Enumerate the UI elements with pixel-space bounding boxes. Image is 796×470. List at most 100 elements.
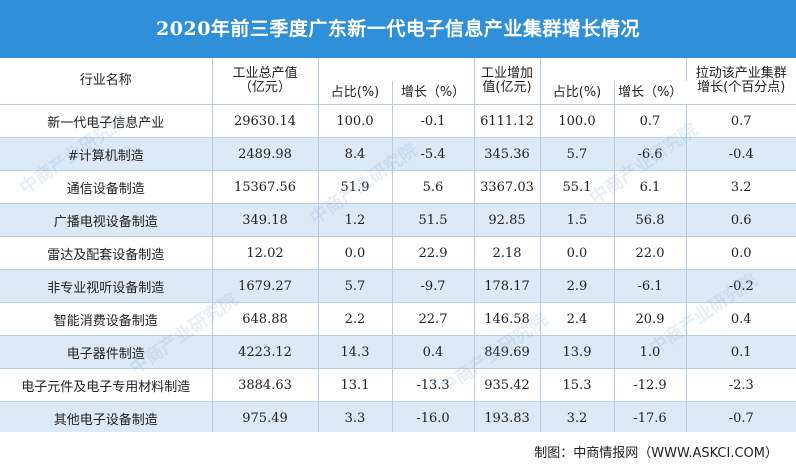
row-growth1: -5.4 (392, 137, 475, 171)
row-name: 智能消费设备制造 (0, 302, 213, 336)
row-share2: 1.5 (540, 203, 615, 237)
row-contrib: 0.1 (686, 335, 796, 369)
header-contribution-line1: 拉动该产业集群 (695, 66, 787, 81)
row-output: 12.02 (212, 236, 319, 270)
row-output: 4223.12 (212, 335, 319, 369)
table-row: 其他电子设备制造 975.49 3.3 -16.0 193.83 3.2 -17… (0, 401, 796, 435)
row-added: 935.42 (474, 368, 541, 402)
row-output: 15367.56 (212, 170, 319, 204)
header-output-value-unit: （亿元） (238, 80, 291, 95)
row-share1: 13.1 (318, 368, 393, 402)
row-contrib: -0.7 (686, 401, 796, 435)
row-share1: 100.0 (318, 104, 393, 138)
header-added-value: 工业增加 值(亿元) (474, 58, 541, 105)
row-output: 3884.63 (212, 368, 319, 402)
row-share2: 0.0 (540, 236, 615, 270)
row-share1: 2.2 (318, 302, 393, 336)
row-growth1: -9.7 (392, 269, 475, 303)
row-share2: 2.4 (540, 302, 615, 336)
header-growth-2: 增长（%） (614, 81, 686, 105)
row-name: 雷达及配套设备制造 (0, 236, 213, 270)
row-added: 193.83 (474, 401, 541, 435)
row-name: 非专业视听设备制造 (0, 269, 213, 303)
row-share2: 15.3 (540, 368, 615, 402)
row-share1: 5.7 (318, 269, 393, 303)
row-output: 349.18 (212, 203, 319, 237)
row-growth1: -16.0 (392, 401, 475, 435)
row-added: 146.58 (474, 302, 541, 336)
row-growth2: 22.0 (614, 236, 687, 270)
table-row: 智能消费设备制造 648.88 2.2 22.7 146.58 2.4 20.9… (0, 302, 796, 336)
row-contrib: -0.2 (686, 269, 796, 303)
row-added: 6111.12 (474, 104, 541, 138)
row-share2: 5.7 (540, 137, 615, 171)
header-contribution: 拉动该产业集群 增长(个百分点) (686, 58, 796, 105)
row-share2: 55.1 (540, 170, 615, 204)
row-growth2: -6.6 (614, 137, 687, 171)
row-growth2: 20.9 (614, 302, 687, 336)
header-output-value-label: 工业总产值 (232, 66, 298, 81)
row-added: 3367.03 (474, 170, 541, 204)
page-title: 2020年前三季度广东新一代电子信息产业集群增长情况 (0, 0, 796, 58)
row-share2: 3.2 (540, 401, 615, 435)
row-share2: 2.9 (540, 269, 615, 303)
row-growth1: 0.4 (392, 335, 475, 369)
row-growth1: 22.7 (392, 302, 475, 336)
footer-credit: 制图：中商情报网（WWW.ASKCI.COM） (534, 446, 778, 461)
row-growth2: -12.9 (614, 368, 687, 402)
row-growth2: 0.7 (614, 104, 687, 138)
header-spacer-2 (540, 58, 687, 81)
row-contrib: -0.4 (686, 137, 796, 171)
table-row: 新一代电子信息产业 29630.14 100.0 -0.1 6111.12 10… (0, 104, 796, 138)
header-contribution-line2: 增长(个百分点) (697, 80, 786, 95)
table-row: 电子元件及电子专用材料制造 3884.63 13.1 -13.3 935.42 … (0, 368, 796, 402)
row-output: 648.88 (212, 302, 319, 336)
row-contrib: 0.7 (686, 104, 796, 138)
table-row: #计算机制造 2489.98 8.4 -5.4 345.36 5.7 -6.6 … (0, 137, 796, 171)
row-added: 849.69 (474, 335, 541, 369)
header-added-value-label: 工业增加 (480, 66, 533, 81)
header-spacer-1 (318, 58, 475, 81)
row-growth1: 51.5 (392, 203, 475, 237)
row-added: 178.17 (474, 269, 541, 303)
row-share1: 8.4 (318, 137, 393, 171)
row-added: 92.85 (474, 203, 541, 237)
row-contrib: 0.4 (686, 302, 796, 336)
header-industry: 行业名称 (0, 58, 213, 105)
row-growth1: 22.9 (392, 236, 475, 270)
row-output: 2489.98 (212, 137, 319, 171)
row-added: 2.18 (474, 236, 541, 270)
table-row: 雷达及配套设备制造 12.02 0.0 22.9 2.18 0.0 22.0 0… (0, 236, 796, 270)
row-growth1: 5.6 (392, 170, 475, 204)
header-share-2: 占比(%) (540, 81, 615, 105)
row-growth2: -17.6 (614, 401, 687, 435)
row-growth2: -6.1 (614, 269, 687, 303)
row-name: 广播电视设备制造 (0, 203, 213, 237)
row-growth1: -13.3 (392, 368, 475, 402)
row-growth2: 6.1 (614, 170, 687, 204)
row-share2: 100.0 (540, 104, 615, 138)
row-contrib: -2.3 (686, 368, 796, 402)
header-share-1: 占比(%) (318, 81, 393, 105)
row-growth2: 56.8 (614, 203, 687, 237)
table-row: 非专业视听设备制造 1679.27 5.7 -9.7 178.17 2.9 -6… (0, 269, 796, 303)
row-share1: 3.3 (318, 401, 393, 435)
table-row: 广播电视设备制造 349.18 1.2 51.5 92.85 1.5 56.8 … (0, 203, 796, 237)
row-growth1: -0.1 (392, 104, 475, 138)
row-share1: 0.0 (318, 236, 393, 270)
row-growth2: 1.0 (614, 335, 687, 369)
row-name: 新一代电子信息产业 (0, 104, 213, 138)
row-share1: 51.9 (318, 170, 393, 204)
row-output: 1679.27 (212, 269, 319, 303)
header-growth-1: 增长（%） (392, 81, 475, 105)
footer: 制图：中商情报网（WWW.ASKCI.COM） (0, 432, 796, 470)
table-row: 电子器件制造 4223.12 14.3 0.4 849.69 13.9 1.0 … (0, 335, 796, 369)
row-contrib: 0.0 (686, 236, 796, 270)
row-name: 其他电子设备制造 (0, 401, 213, 435)
row-output: 29630.14 (212, 104, 319, 138)
row-output: 975.49 (212, 401, 319, 435)
row-contrib: 3.2 (686, 170, 796, 204)
header-added-value-unit: 值(亿元) (482, 80, 532, 95)
table-row: 通信设备制造 15367.56 51.9 5.6 3367.03 55.1 6.… (0, 170, 796, 204)
row-share1: 14.3 (318, 335, 393, 369)
